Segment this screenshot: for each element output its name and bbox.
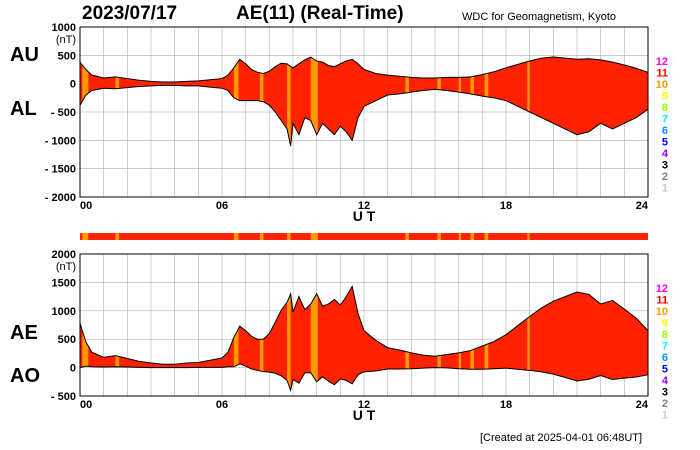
station-count-legend-item: 8 [662,329,668,341]
y-tick-label: - 500 [51,107,76,119]
station-count-legend-item: 6 [662,125,668,137]
station-strip-highlight [82,233,89,240]
station-strip-highlight [287,233,291,240]
station-strip-highlight [470,233,475,240]
station-highlight-band [115,286,120,391]
station-strip-highlight [527,233,530,240]
station-strip-highlight [405,233,409,240]
x-tick-label: 06 [216,200,228,212]
y-tick-label: 2000 [52,249,76,261]
station-strip-highlight [259,233,264,240]
x-tick-label: 24 [636,200,649,212]
y-tick-label: 500 [58,50,76,62]
x-tick-label: 18 [500,200,512,212]
x-tick-label: 00 [80,399,92,411]
station-count-legend-item: 7 [662,114,668,126]
y-tick-label: 0 [70,79,76,91]
station-strip-highlight [115,233,120,240]
station-count-legend-item: 1 [662,183,668,195]
station-count-legend-item: 6 [662,352,668,364]
series-label-ae: AE [10,322,38,344]
station-strip [80,233,648,240]
series-label-al: AL [10,98,37,120]
organization-label: WDC for Geomagnetism, Kyoto [462,11,617,23]
station-highlight-band [259,286,264,391]
station-count-legend-item: 3 [662,387,668,399]
station-highlight-band [527,286,530,391]
station-highlight-band [470,286,475,391]
station-count-legend-item: 2 [662,171,668,183]
x-tick-label: 00 [80,200,92,212]
station-highlight-band [310,57,318,146]
series-label-au: AU [10,44,39,66]
station-count-legend-item: 5 [662,137,668,149]
station-count-legend-item: 10 [656,79,668,91]
station-strip-highlight [233,233,239,240]
station-highlight-band [233,286,239,391]
series-line-au [79,56,649,83]
station-count-legend-item: 4 [662,375,669,387]
station-count-legend-item: 11 [656,68,668,80]
x-tick-label: 24 [636,399,649,411]
station-count-legend-item: 9 [662,91,668,103]
station-highlight-band [484,286,489,391]
station-count-legend-item: 12 [656,283,668,295]
y-tick-label: - 1000 [45,135,76,147]
series-line-al [79,84,649,147]
station-count-legend-item: 8 [662,102,668,114]
x-tick-label: 18 [500,399,512,411]
y-unit-label: (nT) [56,261,76,273]
y-tick-label: 1000 [52,306,76,318]
x-tick-label: 12 [358,399,370,411]
y-tick-label: - 2000 [45,192,76,204]
x-axis-label: U T [353,407,376,423]
chart-title: AE(11) (Real-Time) [236,3,404,24]
area-fill-ae-ao [80,286,648,391]
series-label-ao: AO [10,365,40,387]
x-axis-label: U T [353,208,376,224]
station-count-legend-item: 7 [662,341,668,353]
station-highlight-band [437,286,441,391]
station-count-legend-item: 4 [662,148,669,160]
station-highlight-band [458,286,462,391]
station-count-legend-item: 5 [662,364,668,376]
area-fill-au-al [80,57,648,146]
created-timestamp: [Created at 2025-04-01 06:48UT] [480,432,643,444]
plot-frame [79,253,649,397]
station-count-legend-item: 3 [662,160,668,172]
station-count-legend-item: 10 [656,306,668,318]
station-count-legend-item: 2 [662,398,668,410]
station-strip-highlight [458,233,462,240]
station-count-legend-item: 1 [662,410,668,422]
chart-date: 2023/07/17 [82,3,178,24]
station-highlight-band [310,286,318,391]
station-highlight-band [82,286,89,391]
station-strip-highlight [310,233,318,240]
y-tick-label: 500 [58,334,76,346]
station-strip-highlight [484,233,489,240]
series-line-ao [79,363,649,393]
y-unit-label: (nT) [56,34,76,46]
station-count-legend-item: 9 [662,318,668,330]
series-line-ae [79,285,649,365]
x-tick-label: 12 [358,200,370,212]
station-highlight-band [405,286,409,391]
y-tick-label: 1000 [52,22,76,34]
plot-frame [79,26,649,198]
y-tick-label: 1500 [52,277,76,289]
station-highlight-band [287,286,291,391]
station-count-legend-item: 11 [656,295,668,307]
station-strip-highlight [437,233,441,240]
y-tick-label: - 1500 [45,164,76,176]
x-tick-label: 06 [216,399,228,411]
y-tick-label: - 500 [51,391,76,403]
y-tick-label: 0 [70,363,76,375]
station-highlight-band [287,57,291,146]
station-count-legend-item: 12 [656,56,668,68]
station-highlight-band [527,57,530,146]
